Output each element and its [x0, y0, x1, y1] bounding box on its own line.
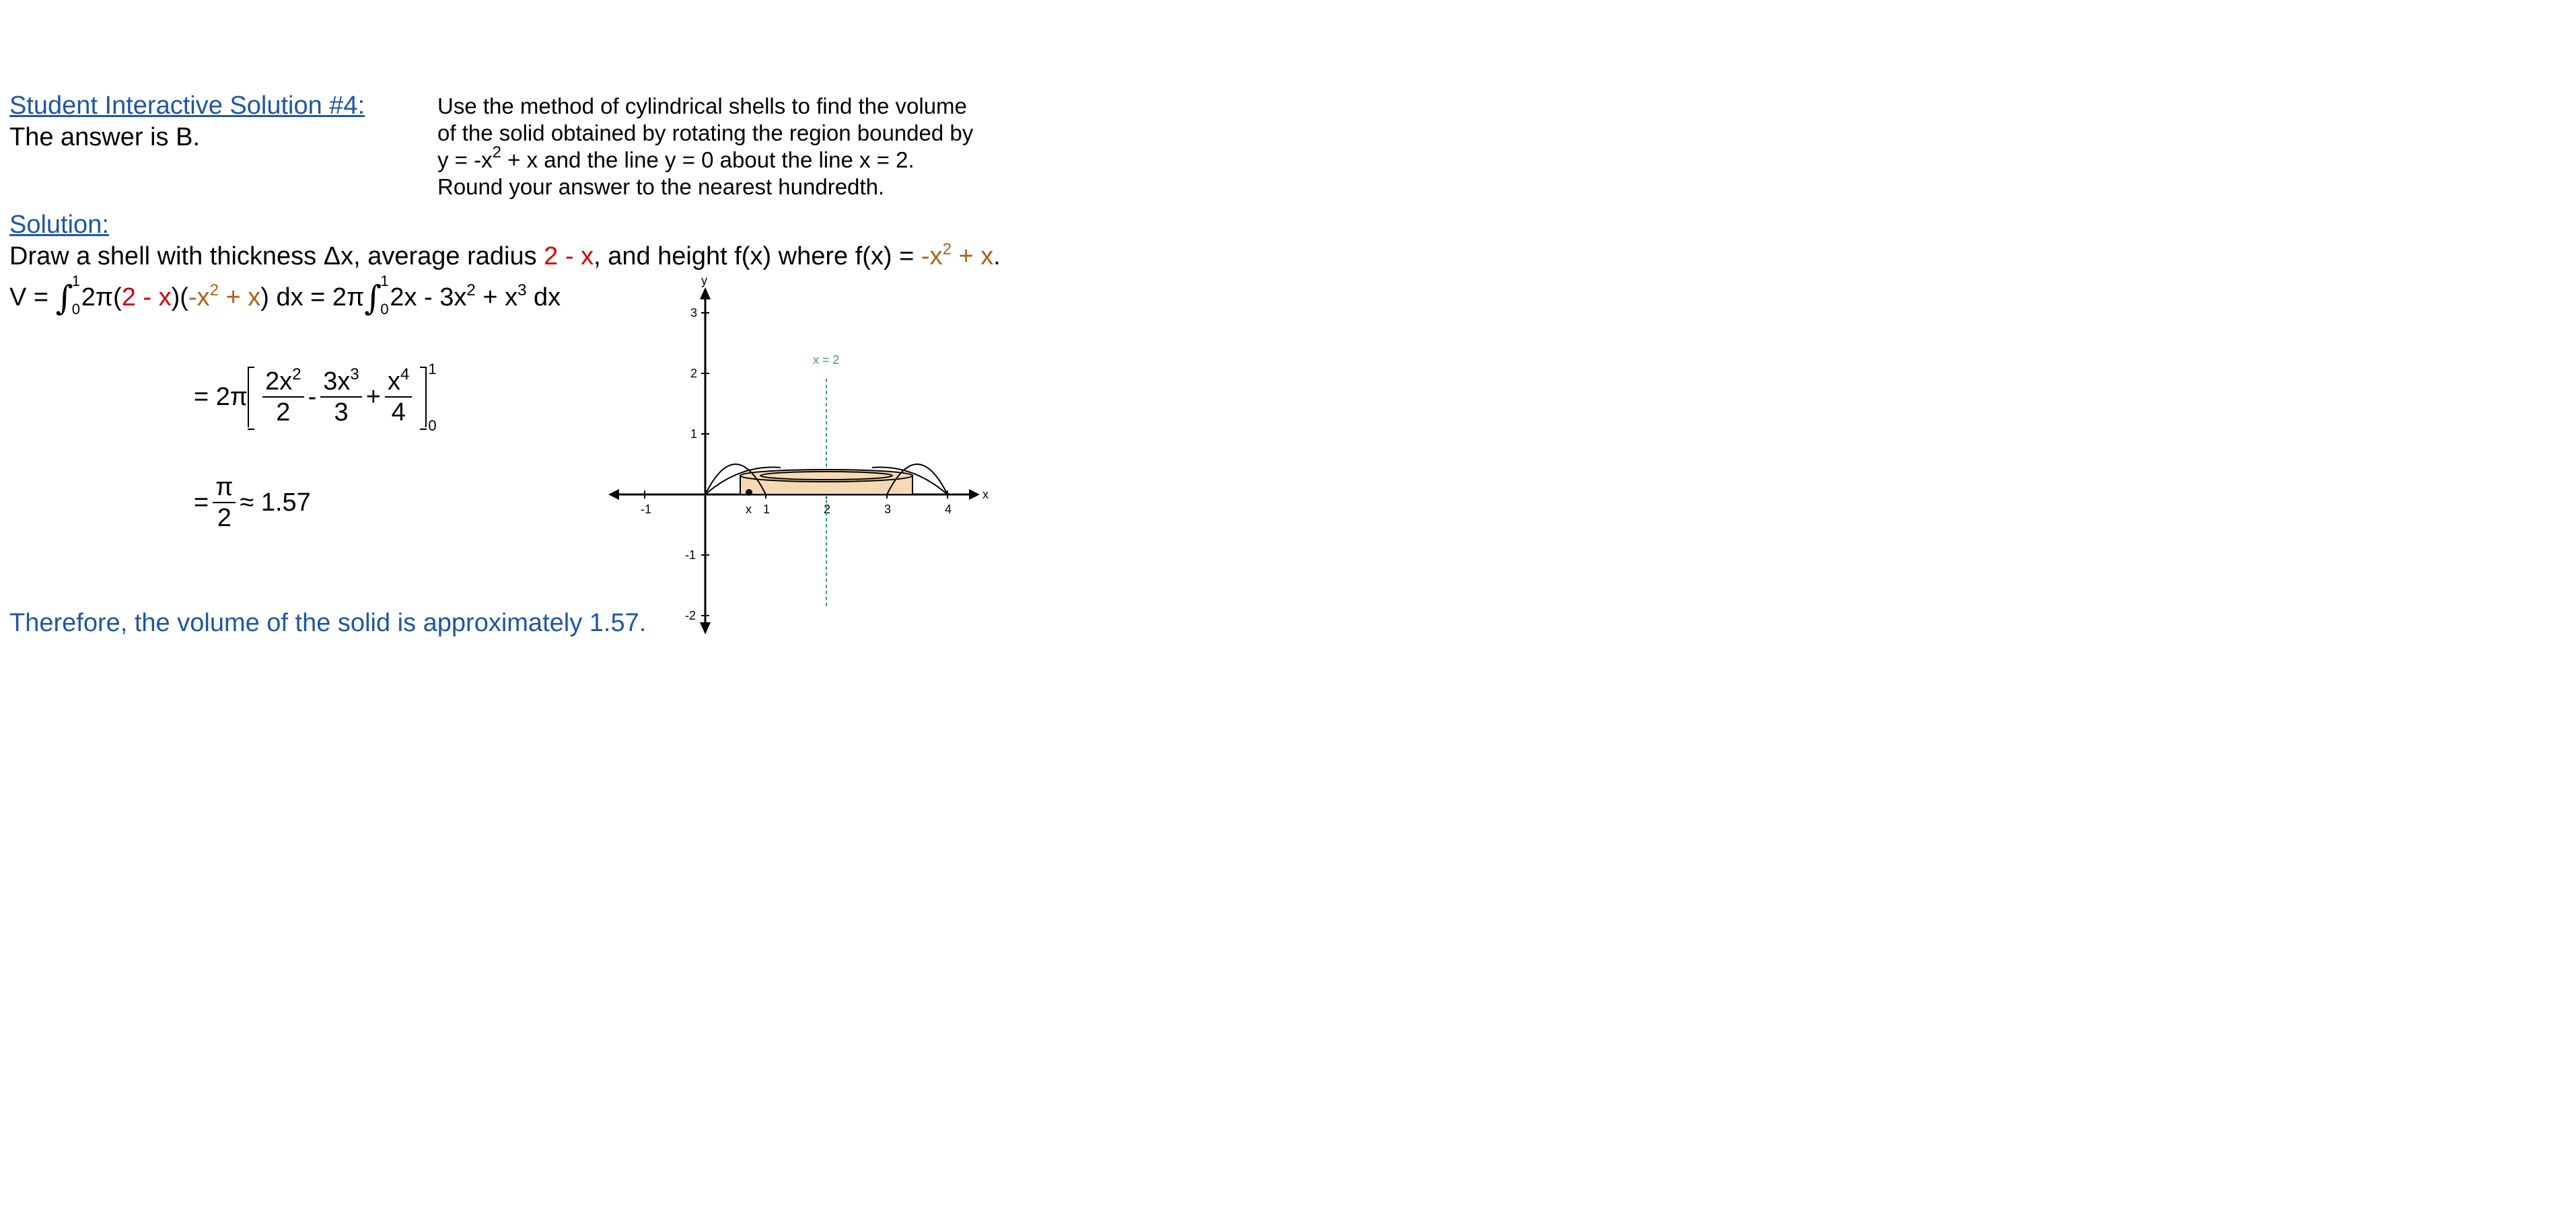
eq1-two-pi: 2π(	[81, 283, 122, 311]
eq2-t3-den: 4	[391, 398, 406, 427]
eq3-approx: ≈ 1.57	[240, 488, 311, 517]
problem-line-2: of the solid obtained by rotating the re…	[437, 120, 974, 145]
x-tick-label-3: 3	[884, 503, 891, 516]
eq2-bracket: 2x2 2-3x3 3 + x4 4	[248, 365, 427, 430]
eq2-frac-2-num: 3x3	[320, 367, 362, 398]
solution-label[interactable]: Solution:	[9, 211, 109, 239]
eq2-prefix: = 2π	[194, 383, 248, 411]
y-tick-label-neg1: -1	[685, 548, 696, 562]
solid-outline	[705, 466, 948, 495]
eq1-integrand-exp1: 2	[466, 281, 476, 299]
shell-x-point	[746, 489, 752, 496]
x-tick-label-neg1: -1	[641, 503, 651, 516]
problem-line-4: Round your answer to the nearest hundred…	[437, 174, 885, 199]
shell-x-label: x	[746, 503, 752, 516]
y-axis-arrow-up	[700, 287, 711, 299]
equation-3: = π 2 ≈ 1.57	[194, 472, 311, 533]
eq1-radius: 2 - x	[121, 283, 172, 311]
intro-end: .	[993, 242, 1001, 270]
eq2-frac-3: x4 4	[384, 365, 413, 427]
conclusion-text: Therefore, the volume of the solid is ap…	[9, 609, 647, 637]
page-title[interactable]: Student Interactive Solution #4:	[9, 91, 365, 120]
eq1-integrand-a: 2x - 3x	[390, 283, 467, 311]
y-tick-label-neg2: -2	[685, 609, 696, 622]
shell-top-inner	[760, 471, 893, 480]
eq3-num: π	[213, 472, 236, 503]
eq1-v: V =	[9, 283, 56, 311]
eq2-t3-exp: 4	[400, 365, 410, 383]
region-curve	[705, 464, 766, 495]
eq3-den: 2	[217, 504, 231, 532]
intro-height-a: -x	[921, 242, 943, 270]
eq2-frac-1-num: 2x2	[262, 367, 304, 398]
eq2-t2-den: 3	[334, 398, 349, 427]
reflected-curve	[886, 464, 948, 495]
x-axis-label: x	[982, 488, 989, 501]
intro-text-b: , and height f(x) where f(x) =	[594, 242, 921, 270]
eq1-integrand-b: + x	[475, 283, 518, 311]
problem-line-1: Use the method of cylindrical shells to …	[437, 94, 967, 118]
eq2-t2-exp: 3	[350, 365, 359, 383]
x-tick-label-2: 2	[824, 503, 830, 516]
y-axis-label: y	[701, 274, 707, 287]
eq2-t1-exp: 2	[292, 365, 301, 383]
y-axis-arrow-down	[700, 622, 711, 634]
eq2-op1: -	[308, 383, 317, 411]
intro-height-b: + x	[951, 242, 994, 270]
axis-of-rotation-label: x = 2	[813, 353, 840, 367]
x-axis-arrow-left	[608, 489, 619, 500]
eq2-op2: +	[365, 383, 381, 411]
eq2-frac-1: 2x2 2	[262, 367, 304, 427]
eq2-frac-3-num: x4	[384, 365, 413, 398]
y-tick-label-1: 1	[690, 427, 697, 441]
answer-text: The answer is B.	[9, 123, 200, 151]
eq2-t3-num: x	[387, 367, 400, 396]
eq3-prefix: =	[194, 488, 209, 517]
intro-height-exp: 2	[942, 240, 952, 258]
eq2-lower: 0	[428, 417, 437, 434]
x-axis-arrow-right	[969, 489, 980, 500]
solution-intro: Draw a shell with thickness Δx, average …	[9, 241, 1001, 272]
integral-lower-2: 0	[380, 301, 389, 318]
eq2-frac-2: 3x3 3	[320, 367, 362, 427]
problem-line-3-b: + x and the line y = 0 about the line x …	[501, 147, 915, 172]
eq1-height-exp: 2	[209, 281, 219, 299]
problem-line-3: y = -x2 + x and the line y = 0 about the…	[437, 145, 996, 174]
problem-line-3-a: y = -x	[437, 147, 493, 172]
eq2-upper: 1	[428, 361, 437, 377]
eq1-height-b: + x	[218, 283, 261, 311]
integral-upper: 1	[71, 272, 80, 289]
x-tick-label-1: 1	[763, 503, 770, 516]
integral-upper-2: 1	[380, 272, 389, 289]
eq1-mid: )(	[171, 283, 188, 311]
eq2-t2-num: 3x	[323, 367, 351, 396]
eq1-integrand-exp2: 3	[517, 281, 527, 299]
integral-sign-2: ∫	[364, 279, 382, 318]
eq2-t1-den: 2	[276, 398, 291, 427]
y-tick-label-3: 3	[690, 306, 697, 320]
eq1-close: ) dx = 2π	[260, 283, 365, 311]
problem-statement: Use the method of cylindrical shells to …	[437, 93, 996, 200]
eq2-t1-num: 2x	[265, 367, 293, 396]
integral-sign: ∫	[55, 279, 73, 318]
x-tick-label-4: 4	[945, 503, 952, 516]
integral-lower: 0	[71, 301, 80, 318]
shell-graph: -1 1 2 3 4 3 2 1 -1 -2 x y x = 2 x	[608, 274, 989, 634]
equation-2: = 2π 2x2 2-3x3 3 + x4 4 1 0	[194, 357, 437, 437]
problem-line-3-exp: 2	[492, 143, 501, 161]
y-tick-label-2: 2	[690, 367, 697, 380]
eq1-integrand-c: dx	[526, 283, 561, 311]
equation-1: V = ∫ 1 0 2π(2 - x)(-x2 + x) dx = 2π∫ 1 0 2x -…	[9, 274, 561, 317]
intro-radius: 2 - x	[544, 242, 594, 270]
intro-text-a: Draw a shell with thickness Δx, average …	[9, 242, 544, 270]
eq1-height-a: -x	[188, 283, 210, 311]
